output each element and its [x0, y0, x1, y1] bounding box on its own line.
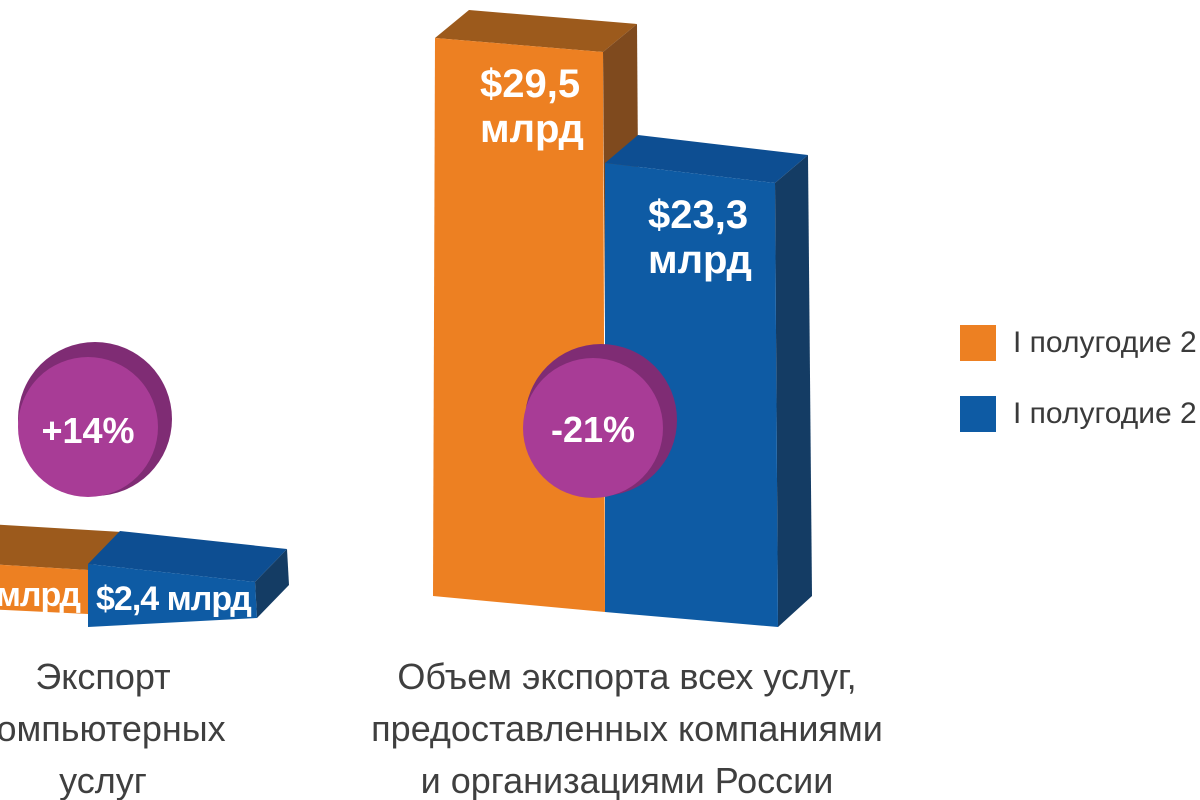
total-orange-bar-top-face: [435, 10, 637, 52]
legend-swatch-blue: [960, 396, 996, 432]
total-orange-bar-value: $29,5: [480, 62, 580, 106]
computer-blue-bar-top-face: [88, 531, 287, 582]
legend-label-blue: I полугодие 2: [1013, 397, 1197, 430]
total-badge-face: [523, 358, 663, 498]
computer-orange-bar-label: млрд: [0, 576, 80, 614]
computer-change-badge: +14%: [18, 342, 172, 497]
category-label-total-services: Объем экспорта всех услуг, предоставленн…: [371, 656, 883, 800]
legend-label-orange: I полугодие 2: [1013, 326, 1197, 359]
computer-badge-face: [18, 357, 158, 497]
total-badge-label: -21%: [551, 409, 635, 450]
total-blue-bar-top-face: [605, 135, 808, 183]
computer-blue-bar-front-face: [88, 564, 257, 627]
computer-orange-bar-top-face: [0, 524, 122, 570]
computer-badge-label: +14%: [41, 410, 134, 451]
computer-blue-bar-label: $2,4 млрд: [96, 580, 251, 618]
total-change-badge: -21%: [523, 344, 677, 498]
computer-orange-bar-front-face: [0, 564, 88, 614]
category-label-computer-services: Экспорт компьютерных услуг: [0, 656, 226, 800]
total-services-bar-group: $29,5 млрд $23,3 млрд: [433, 10, 812, 627]
legend-item-orange: I полугодие 2: [960, 325, 1197, 361]
total-orange-bar-unit: млрд: [480, 107, 584, 151]
computer-blue-bar-side-face: [255, 549, 289, 618]
total-blue-bar-side-face: [775, 155, 812, 627]
total-blue-bar-unit: млрд: [648, 238, 752, 282]
computer-services-bar-group: млрд $2,4 млрд: [0, 524, 289, 627]
total-blue-bar-value: $23,3: [648, 193, 748, 237]
legend-item-blue: I полугодие 2: [960, 396, 1197, 432]
total-blue-bar-front-face: [605, 163, 778, 627]
legend-swatch-orange: [960, 325, 996, 361]
